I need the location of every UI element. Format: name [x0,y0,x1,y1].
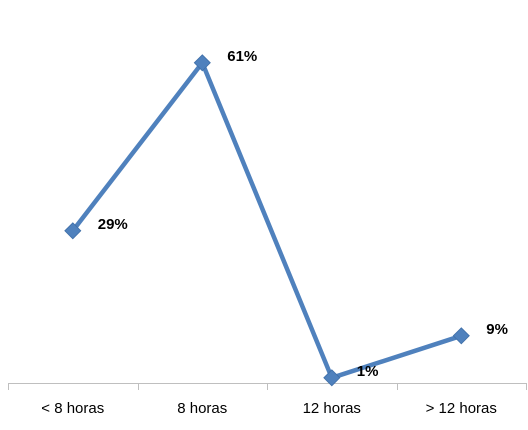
data-point-marker [323,369,341,387]
x-tick-labels: < 8 horas 8 horas 12 horas > 12 horas [41,400,497,417]
data-point-marker [452,327,470,345]
x-tick-label: 12 horas [303,400,361,417]
data-label: 61% [227,48,257,65]
x-tick-label: 8 horas [177,400,227,417]
data-point-marker [193,54,211,72]
series-line-group [70,60,464,381]
data-label: 1% [357,363,379,380]
x-tick-label: < 8 horas [41,400,104,417]
x-tick-label: > 12 horas [426,400,497,417]
x-axis [8,383,527,390]
data-labels: 29% 61% 1% 9% [98,48,508,380]
data-label: 9% [486,321,508,338]
series-line [70,60,464,381]
data-label: 29% [98,216,128,233]
data-point-marker [64,222,82,240]
data-markers [64,54,470,387]
